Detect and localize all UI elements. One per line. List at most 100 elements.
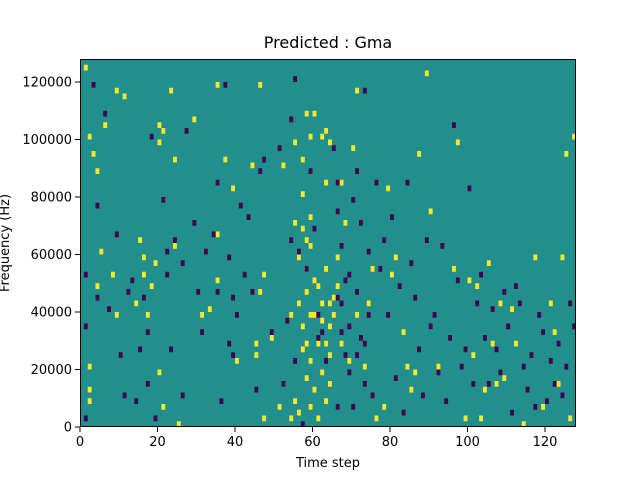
heatmap-cell-low — [95, 294, 100, 301]
heatmap-cell-high — [324, 179, 329, 186]
plot-frame — [80, 59, 576, 427]
heatmap-cell-high — [324, 266, 329, 272]
heatmap-cell-low — [521, 363, 526, 370]
heatmap-cell-high — [312, 277, 317, 284]
heatmap-cell-low — [517, 300, 522, 307]
heatmap-cell-high — [304, 289, 309, 295]
heatmap-cell-high — [87, 386, 92, 393]
heatmap-cell-low — [560, 392, 565, 399]
heatmap-cell-high — [498, 300, 503, 307]
heatmap-cell-high — [463, 415, 468, 422]
heatmap-cell-low — [362, 87, 367, 94]
heatmap-cell-low — [374, 179, 379, 186]
heatmap-cell-high — [297, 300, 301, 307]
heatmap-cell-high — [556, 381, 561, 387]
heatmap-cell-high — [308, 214, 313, 220]
heatmap-cell-low — [227, 340, 232, 347]
heatmap-cell-high — [153, 260, 158, 266]
heatmap-cell-high — [312, 110, 317, 117]
heatmap-cell-low — [490, 306, 495, 312]
heatmap-cell-low — [126, 289, 131, 295]
heatmap-cell-low — [366, 312, 371, 318]
heatmap-cell-high — [486, 260, 491, 266]
heatmap-cell-low — [114, 231, 119, 238]
y-axis: 0 20000 40000 60000 80000 100000 120000 — [22, 76, 80, 436]
heatmap-cell-high — [250, 162, 255, 169]
heatmap-cell-low — [525, 386, 530, 393]
heatmap-cell-low — [138, 346, 143, 353]
heatmap-cell-high — [223, 156, 228, 163]
heatmap-cell-high — [355, 312, 360, 318]
heatmap-cell-low — [192, 220, 197, 226]
x-axis-label: Time step — [295, 456, 360, 471]
heatmap-cell-low — [370, 392, 375, 399]
heatmap-cell-high — [560, 254, 565, 261]
heatmap-cell-high — [114, 312, 119, 318]
heatmap-cell-low — [130, 277, 135, 284]
heatmap-cell-high — [502, 375, 507, 381]
heatmap-cell-high — [324, 128, 329, 134]
heatmap-cell-low — [486, 381, 491, 387]
heatmap-cell-low — [95, 202, 100, 209]
y-tick-label: 60000 — [31, 248, 72, 263]
heatmap-cell-low — [142, 294, 146, 301]
heatmap-cell-low — [428, 323, 433, 330]
heatmap-cell-high — [235, 358, 239, 364]
heatmap-cell-high — [409, 386, 414, 393]
heatmap-cell-high — [541, 404, 546, 410]
heatmap-cell-low — [475, 300, 480, 307]
heatmap-cell-low — [180, 392, 185, 399]
x-tick-label: 40 — [227, 435, 244, 450]
heatmap-cell-high — [347, 358, 352, 364]
heatmap-cell-low — [173, 237, 177, 243]
heatmap-cell-low — [258, 168, 263, 174]
heatmap-cell-low — [463, 346, 468, 353]
heatmap-cells — [83, 64, 577, 427]
heatmap-cell-high — [87, 398, 92, 404]
heatmap-cell-high — [304, 375, 309, 381]
heatmap-cell-low — [304, 266, 309, 272]
heatmap-cell-high — [173, 156, 177, 163]
heatmap-cell-high — [316, 415, 321, 422]
heatmap-cell-high — [339, 179, 344, 186]
heatmap-cell-high — [83, 64, 88, 71]
heatmap-cell-low — [459, 363, 464, 370]
heatmap-cell-high — [300, 156, 305, 163]
heatmap-cell-high — [293, 139, 298, 146]
heatmap-cell-high — [328, 323, 332, 330]
heatmap-cell-low — [483, 335, 487, 341]
heatmap-cell-low — [351, 197, 356, 203]
heatmap-cell-low — [184, 128, 189, 134]
heatmap-cell-high — [91, 151, 96, 157]
heatmap-cell-low — [548, 358, 553, 364]
heatmap-cell-high — [308, 358, 313, 364]
heatmap-cell-high — [417, 151, 422, 157]
y-tick-label: 20000 — [31, 363, 72, 378]
heatmap-cell-high — [254, 340, 259, 347]
heatmap-cell-low — [204, 248, 208, 255]
heatmap-cell-high — [548, 300, 553, 307]
heatmap-cell-low — [289, 116, 294, 123]
heatmap-cell-low — [165, 271, 170, 278]
heatmap-cell-high — [331, 312, 336, 318]
heatmap-cell-high — [114, 87, 119, 94]
heatmap-cell-low — [440, 243, 445, 249]
heatmap-cell-low — [452, 122, 456, 128]
heatmap-cell-low — [335, 294, 340, 301]
x-tick-label: 80 — [382, 435, 399, 450]
heatmap-cell-high — [328, 352, 332, 358]
heatmap-cell-high — [490, 340, 495, 347]
heatmap-cell-low — [339, 329, 344, 335]
heatmap-cell-high — [324, 340, 329, 347]
heatmap-cell-low — [417, 346, 422, 353]
heatmap-cell-high — [475, 283, 480, 289]
heatmap-cell-high — [300, 323, 305, 330]
heatmap-cell-high — [95, 283, 100, 289]
heatmap-cell-high — [374, 415, 379, 422]
heatmap-cell-low — [339, 243, 344, 249]
heatmap-cell-low — [479, 271, 484, 278]
heatmap-cell-low — [165, 248, 170, 255]
heatmap-cell-high — [161, 128, 166, 134]
heatmap-cell-low — [564, 363, 569, 370]
heatmap-cell-low — [231, 294, 236, 301]
